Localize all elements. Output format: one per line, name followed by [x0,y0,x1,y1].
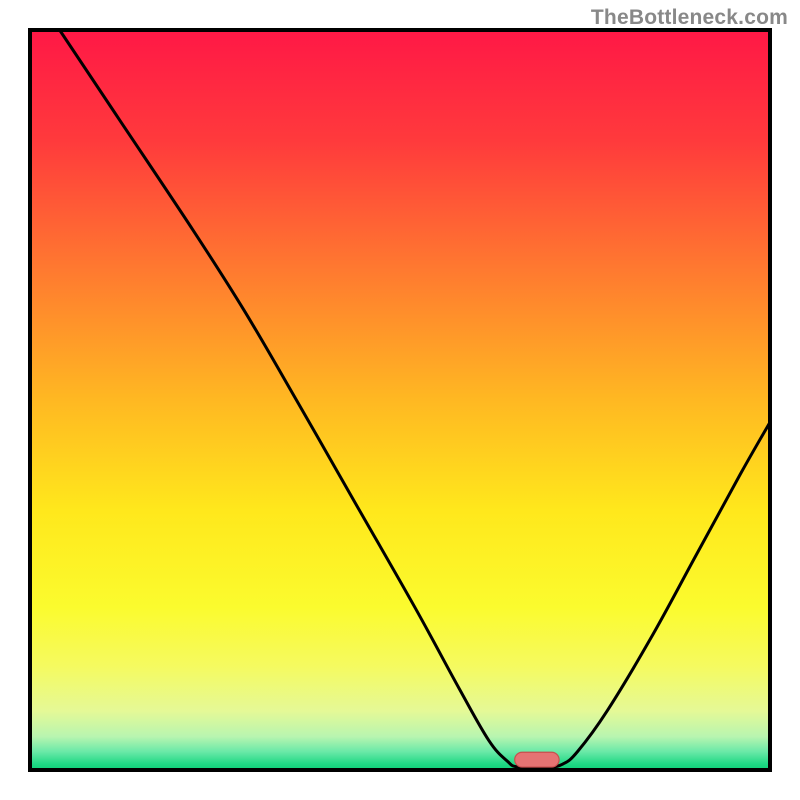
chart-container: TheBottleneck.com [0,0,800,800]
gradient-background [30,30,770,770]
bottleneck-curve-plot [0,0,800,800]
watermark-text: TheBottleneck.com [591,6,788,30]
optimal-point-marker [515,752,559,767]
